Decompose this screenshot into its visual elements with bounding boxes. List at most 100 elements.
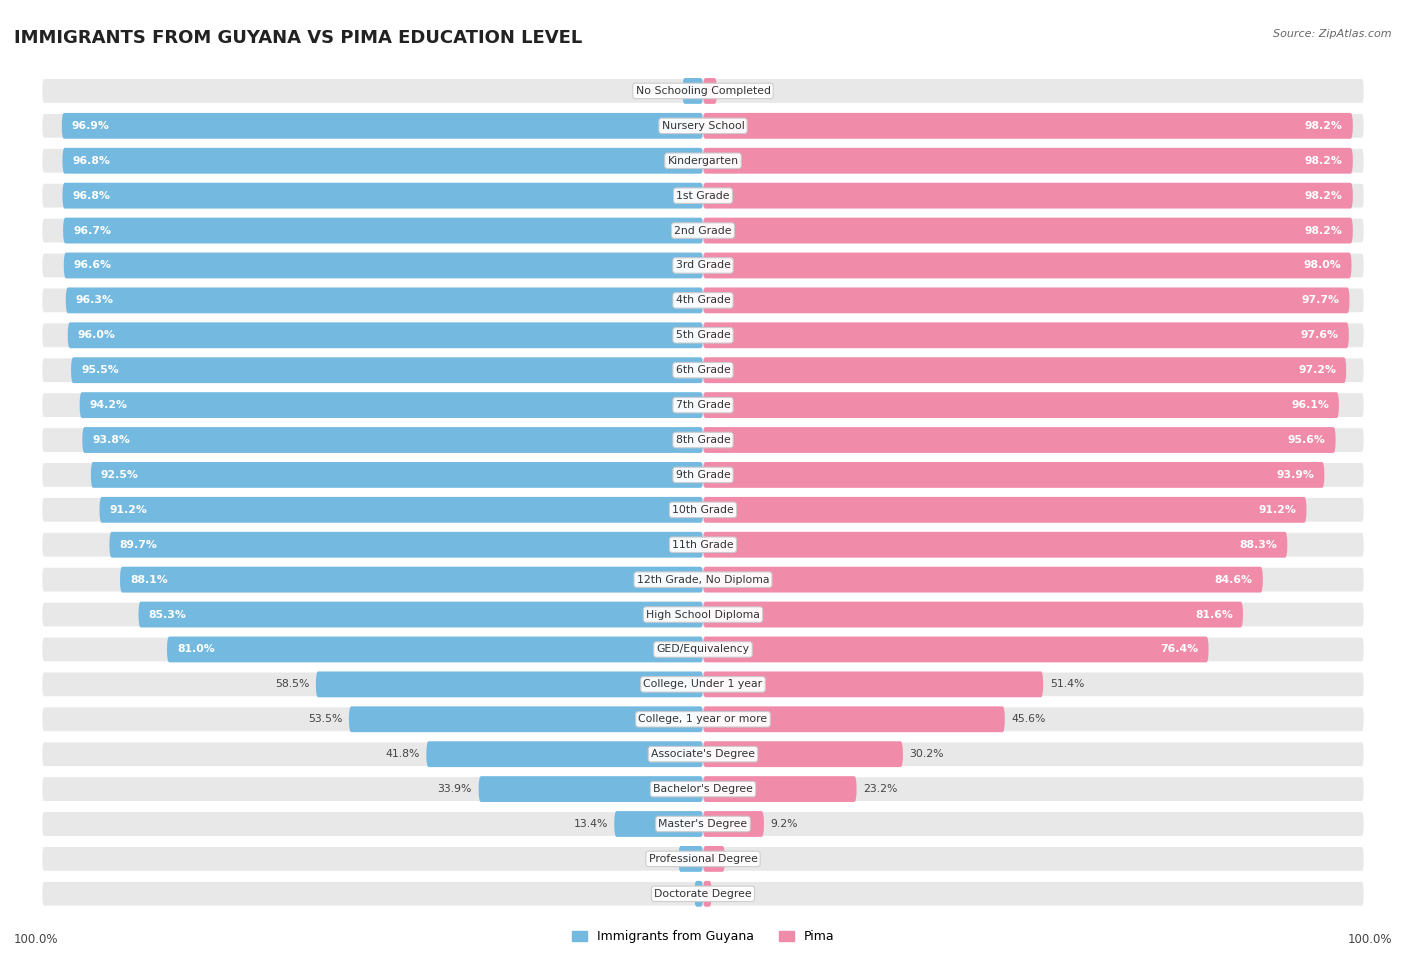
FancyBboxPatch shape: [703, 776, 856, 802]
FancyBboxPatch shape: [41, 148, 1365, 174]
FancyBboxPatch shape: [41, 113, 1365, 138]
Text: 3.7%: 3.7%: [644, 854, 672, 864]
FancyBboxPatch shape: [41, 392, 1365, 418]
Text: 2nd Grade: 2nd Grade: [675, 225, 731, 236]
Text: 76.4%: 76.4%: [1160, 644, 1198, 654]
FancyBboxPatch shape: [41, 497, 1365, 523]
Text: 3rd Grade: 3rd Grade: [675, 260, 731, 270]
Text: High School Diploma: High School Diploma: [647, 609, 759, 619]
FancyBboxPatch shape: [62, 182, 703, 209]
Text: 98.0%: 98.0%: [1303, 260, 1341, 270]
Text: 96.1%: 96.1%: [1291, 400, 1329, 410]
Text: 23.2%: 23.2%: [863, 784, 897, 794]
Text: 93.8%: 93.8%: [93, 435, 131, 445]
Text: 92.5%: 92.5%: [101, 470, 139, 480]
FancyBboxPatch shape: [703, 323, 1348, 348]
Text: 100.0%: 100.0%: [14, 933, 59, 946]
FancyBboxPatch shape: [120, 566, 703, 593]
FancyBboxPatch shape: [703, 217, 1353, 244]
FancyBboxPatch shape: [41, 741, 1365, 767]
FancyBboxPatch shape: [41, 323, 1365, 348]
Text: 96.0%: 96.0%: [77, 331, 115, 340]
Text: 2.1%: 2.1%: [724, 86, 751, 96]
Text: 88.1%: 88.1%: [129, 574, 167, 585]
Text: 33.9%: 33.9%: [437, 784, 472, 794]
FancyBboxPatch shape: [41, 462, 1365, 488]
FancyBboxPatch shape: [703, 566, 1263, 593]
Text: 95.5%: 95.5%: [82, 366, 118, 375]
FancyBboxPatch shape: [167, 637, 703, 662]
FancyBboxPatch shape: [703, 78, 717, 104]
FancyBboxPatch shape: [41, 182, 1365, 209]
Text: College, 1 year or more: College, 1 year or more: [638, 715, 768, 724]
Text: 96.3%: 96.3%: [76, 295, 114, 305]
FancyBboxPatch shape: [703, 531, 1288, 558]
Text: 96.9%: 96.9%: [72, 121, 110, 131]
Text: 89.7%: 89.7%: [120, 540, 157, 550]
FancyBboxPatch shape: [41, 602, 1365, 628]
Text: 91.2%: 91.2%: [1258, 505, 1296, 515]
FancyBboxPatch shape: [703, 253, 1351, 279]
Text: 96.8%: 96.8%: [73, 156, 110, 166]
FancyBboxPatch shape: [703, 846, 725, 872]
Legend: Immigrants from Guyana, Pima: Immigrants from Guyana, Pima: [567, 925, 839, 949]
FancyBboxPatch shape: [349, 706, 703, 732]
Text: 98.2%: 98.2%: [1305, 191, 1343, 201]
Text: Associate's Degree: Associate's Degree: [651, 749, 755, 760]
Text: 85.3%: 85.3%: [149, 609, 187, 619]
FancyBboxPatch shape: [41, 217, 1365, 244]
Text: Kindergarten: Kindergarten: [668, 156, 738, 166]
Text: 58.5%: 58.5%: [276, 680, 309, 689]
FancyBboxPatch shape: [41, 427, 1365, 453]
FancyBboxPatch shape: [63, 253, 703, 279]
Text: 5th Grade: 5th Grade: [676, 331, 730, 340]
FancyBboxPatch shape: [80, 392, 703, 418]
FancyBboxPatch shape: [703, 427, 1336, 453]
FancyBboxPatch shape: [703, 462, 1324, 488]
Text: Bachelor's Degree: Bachelor's Degree: [652, 784, 754, 794]
FancyBboxPatch shape: [110, 531, 703, 558]
FancyBboxPatch shape: [41, 357, 1365, 383]
Text: Master's Degree: Master's Degree: [658, 819, 748, 829]
Text: 98.2%: 98.2%: [1305, 121, 1343, 131]
Text: 3.3%: 3.3%: [731, 854, 759, 864]
FancyBboxPatch shape: [41, 531, 1365, 558]
Text: 7th Grade: 7th Grade: [676, 400, 730, 410]
Text: 81.0%: 81.0%: [177, 644, 215, 654]
FancyBboxPatch shape: [41, 637, 1365, 662]
FancyBboxPatch shape: [703, 148, 1353, 174]
Text: 96.6%: 96.6%: [73, 260, 111, 270]
FancyBboxPatch shape: [703, 880, 711, 907]
Text: 9th Grade: 9th Grade: [676, 470, 730, 480]
Text: 3.1%: 3.1%: [648, 86, 676, 96]
Text: 1st Grade: 1st Grade: [676, 191, 730, 201]
Text: 41.8%: 41.8%: [385, 749, 420, 760]
FancyBboxPatch shape: [91, 462, 703, 488]
FancyBboxPatch shape: [41, 78, 1365, 104]
FancyBboxPatch shape: [426, 741, 703, 767]
Text: Doctorate Degree: Doctorate Degree: [654, 889, 752, 899]
Text: 96.8%: 96.8%: [73, 191, 110, 201]
Text: 100.0%: 100.0%: [1347, 933, 1392, 946]
Text: 97.2%: 97.2%: [1298, 366, 1336, 375]
FancyBboxPatch shape: [703, 182, 1353, 209]
Text: 4th Grade: 4th Grade: [676, 295, 730, 305]
Text: Professional Degree: Professional Degree: [648, 854, 758, 864]
FancyBboxPatch shape: [703, 811, 763, 837]
Text: 12th Grade, No Diploma: 12th Grade, No Diploma: [637, 574, 769, 585]
Text: 95.6%: 95.6%: [1288, 435, 1326, 445]
FancyBboxPatch shape: [41, 776, 1365, 802]
FancyBboxPatch shape: [41, 811, 1365, 837]
FancyBboxPatch shape: [41, 288, 1365, 313]
FancyBboxPatch shape: [41, 706, 1365, 732]
Text: College, Under 1 year: College, Under 1 year: [644, 680, 762, 689]
FancyBboxPatch shape: [41, 880, 1365, 907]
FancyBboxPatch shape: [703, 741, 903, 767]
Text: 81.6%: 81.6%: [1195, 609, 1233, 619]
Text: 94.2%: 94.2%: [90, 400, 128, 410]
Text: 1.3%: 1.3%: [661, 889, 688, 899]
Text: 96.7%: 96.7%: [73, 225, 111, 236]
Text: 98.2%: 98.2%: [1305, 156, 1343, 166]
FancyBboxPatch shape: [703, 637, 1209, 662]
FancyBboxPatch shape: [100, 497, 703, 523]
